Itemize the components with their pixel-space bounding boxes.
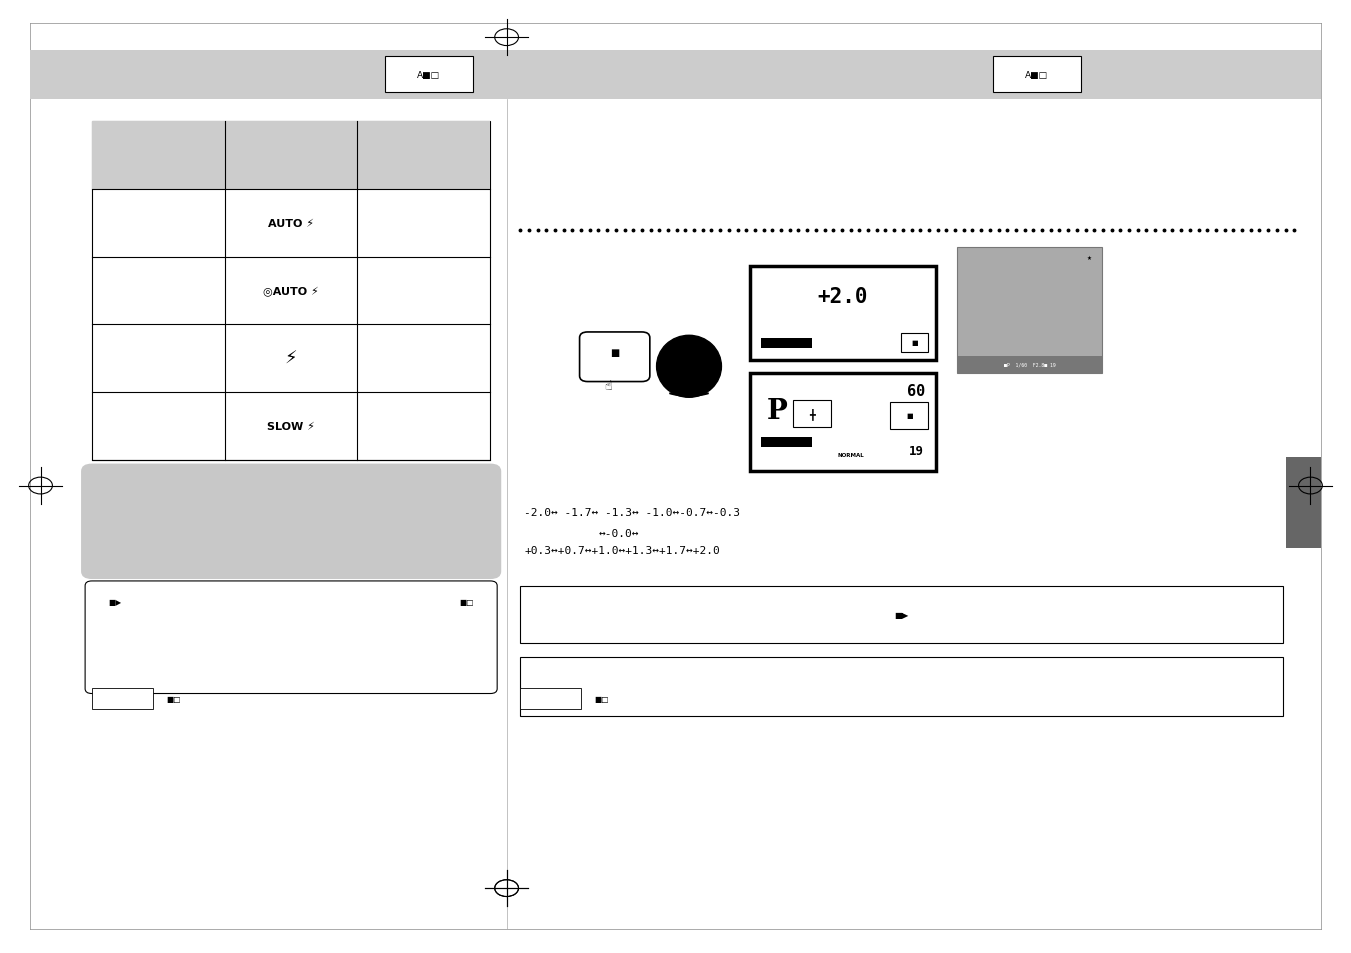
- Text: +0.3↔+0.7↔+1.0↔+1.3↔+1.7↔+2.0: +0.3↔+0.7↔+1.0↔+1.3↔+1.7↔+2.0: [524, 545, 720, 555]
- Text: 19: 19: [908, 444, 924, 457]
- Text: ■: ■: [907, 413, 912, 418]
- FancyBboxPatch shape: [580, 333, 650, 382]
- Text: ■▶: ■▶: [108, 598, 122, 606]
- Text: ■P  1/60  F2.8■ 19: ■P 1/60 F2.8■ 19: [1004, 362, 1055, 368]
- Bar: [750, 374, 936, 472]
- Text: ■: ■: [912, 340, 917, 346]
- Text: ↔-0.0↔: ↔-0.0↔: [598, 528, 639, 537]
- Bar: [957, 248, 1102, 374]
- Text: +2.0: +2.0: [817, 287, 869, 307]
- FancyBboxPatch shape: [901, 334, 928, 353]
- Bar: [520, 658, 1283, 717]
- Bar: [750, 267, 936, 360]
- Text: +: +: [663, 348, 680, 367]
- Bar: [385, 57, 473, 93]
- Text: AUTO ⚡: AUTO ⚡: [267, 218, 313, 229]
- Text: NORMAL: NORMAL: [838, 452, 865, 457]
- Bar: [993, 57, 1081, 93]
- Text: P: P: [766, 397, 788, 424]
- Bar: [761, 437, 812, 448]
- Bar: [30, 51, 1321, 100]
- Text: A■□: A■□: [1025, 71, 1048, 80]
- FancyBboxPatch shape: [793, 401, 831, 428]
- Text: ◎AUTO ⚡: ◎AUTO ⚡: [263, 286, 319, 296]
- Bar: [957, 356, 1102, 374]
- Bar: [92, 688, 153, 709]
- Bar: [92, 122, 490, 190]
- FancyBboxPatch shape: [85, 581, 497, 694]
- Text: 60: 60: [907, 384, 925, 398]
- Bar: [520, 688, 581, 709]
- Text: ■□: ■□: [594, 694, 609, 703]
- FancyBboxPatch shape: [890, 403, 928, 430]
- Text: ★: ★: [1086, 255, 1092, 260]
- Text: ☝: ☝: [604, 379, 612, 393]
- Bar: [92, 122, 490, 460]
- Text: ╋: ╋: [809, 408, 815, 419]
- Bar: [1286, 457, 1321, 548]
- Text: ■□: ■□: [459, 598, 474, 606]
- Bar: [520, 586, 1283, 643]
- FancyBboxPatch shape: [81, 464, 501, 579]
- Text: ⚡: ⚡: [285, 350, 297, 368]
- Text: ■▶: ■▶: [894, 610, 909, 619]
- Ellipse shape: [657, 336, 721, 398]
- Text: -2.0↔ -1.7↔ -1.3↔ -1.0↔-0.7↔-0.3: -2.0↔ -1.7↔ -1.3↔ -1.0↔-0.7↔-0.3: [524, 507, 740, 517]
- Text: ■□: ■□: [166, 694, 181, 703]
- Text: ■: ■: [611, 348, 619, 357]
- Bar: [761, 338, 812, 349]
- Text: A■□: A■□: [417, 71, 440, 80]
- Text: SLOW ⚡: SLOW ⚡: [267, 421, 315, 432]
